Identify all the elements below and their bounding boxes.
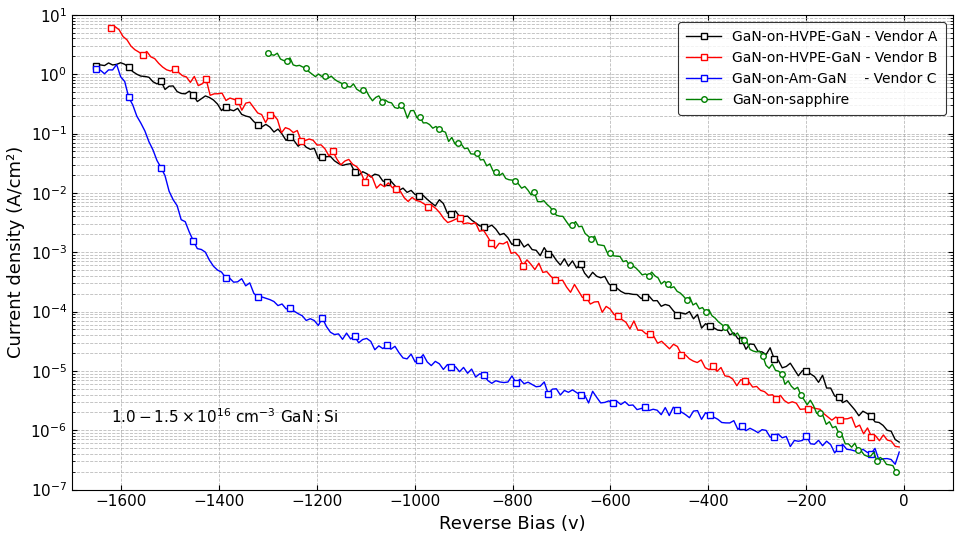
GaN-on-Am-GaN    - Vendor C bbox=[828, 450, 840, 456]
GaN-on-HVPE-GaN - Vendor B bbox=[320, 146, 331, 152]
GaN-on-HVPE-GaN - Vendor A bbox=[143, 74, 155, 80]
GaN-on-HVPE-GaN - Vendor A bbox=[127, 69, 138, 75]
GaN-on-HVPE-GaN - Vendor A bbox=[828, 393, 840, 399]
GaN-on-sapphire bbox=[300, 65, 312, 71]
Line: GaN-on-HVPE-GaN - Vendor B: GaN-on-HVPE-GaN - Vendor B bbox=[108, 24, 902, 450]
GaN-on-sapphire bbox=[287, 62, 299, 68]
Y-axis label: Current density (A/cm²): Current density (A/cm²) bbox=[7, 146, 25, 359]
GaN-on-HVPE-GaN - Vendor A bbox=[115, 59, 127, 66]
GaN-on-HVPE-GaN - Vendor B bbox=[894, 444, 905, 450]
GaN-on-HVPE-GaN - Vendor A bbox=[308, 145, 320, 152]
GaN-on-Am-GaN    - Vendor C bbox=[889, 461, 900, 468]
GaN-on-sapphire bbox=[894, 469, 905, 476]
Line: GaN-on-sapphire: GaN-on-sapphire bbox=[265, 50, 902, 475]
Line: GaN-on-Am-GaN    - Vendor C: GaN-on-Am-GaN - Vendor C bbox=[94, 62, 902, 467]
GaN-on-Am-GaN    - Vendor C bbox=[244, 280, 255, 286]
X-axis label: Reverse Bias (v): Reverse Bias (v) bbox=[440, 515, 586, 533]
GaN-on-Am-GaN    - Vendor C bbox=[127, 102, 138, 108]
Line: GaN-on-HVPE-GaN - Vendor A: GaN-on-HVPE-GaN - Vendor A bbox=[94, 60, 902, 445]
GaN-on-HVPE-GaN - Vendor A bbox=[244, 114, 255, 120]
GaN-on-sapphire bbox=[262, 50, 274, 56]
GaN-on-HVPE-GaN - Vendor B bbox=[858, 430, 870, 437]
GaN-on-HVPE-GaN - Vendor B bbox=[106, 24, 117, 31]
GaN-on-HVPE-GaN - Vendor A bbox=[857, 408, 869, 414]
GaN-on-HVPE-GaN - Vendor B bbox=[156, 64, 168, 70]
GaN-on-HVPE-GaN - Vendor A bbox=[894, 439, 905, 446]
GaN-on-HVPE-GaN - Vendor A bbox=[90, 62, 102, 69]
GaN-on-Am-GaN    - Vendor C bbox=[308, 318, 320, 324]
GaN-on-Am-GaN    - Vendor C bbox=[143, 138, 155, 145]
GaN-on-Am-GaN    - Vendor C bbox=[894, 449, 905, 455]
GaN-on-HVPE-GaN - Vendor B bbox=[256, 111, 268, 118]
GaN-on-HVPE-GaN - Vendor B bbox=[109, 23, 121, 30]
GaN-on-HVPE-GaN - Vendor B bbox=[141, 48, 153, 55]
GaN-on-Am-GaN    - Vendor C bbox=[90, 66, 102, 73]
GaN-on-sapphire bbox=[839, 441, 851, 447]
GaN-on-Am-GaN    - Vendor C bbox=[110, 61, 122, 68]
Legend: GaN-on-HVPE-GaN - Vendor A, GaN-on-HVPE-GaN - Vendor B, GaN-on-Am-GaN    - Vendo: GaN-on-HVPE-GaN - Vendor A, GaN-on-HVPE-… bbox=[678, 22, 947, 115]
GaN-on-HVPE-GaN - Vendor B bbox=[830, 414, 842, 420]
Text: $1.0 - 1.5 \times 10^{16}\ \mathrm{cm}^{-3}\ \mathrm{GaN:Si}$: $1.0 - 1.5 \times 10^{16}\ \mathrm{cm}^{… bbox=[111, 407, 338, 426]
GaN-on-sapphire bbox=[862, 453, 874, 460]
GaN-on-sapphire bbox=[430, 123, 442, 130]
GaN-on-sapphire bbox=[379, 97, 391, 103]
GaN-on-Am-GaN    - Vendor C bbox=[857, 446, 869, 453]
